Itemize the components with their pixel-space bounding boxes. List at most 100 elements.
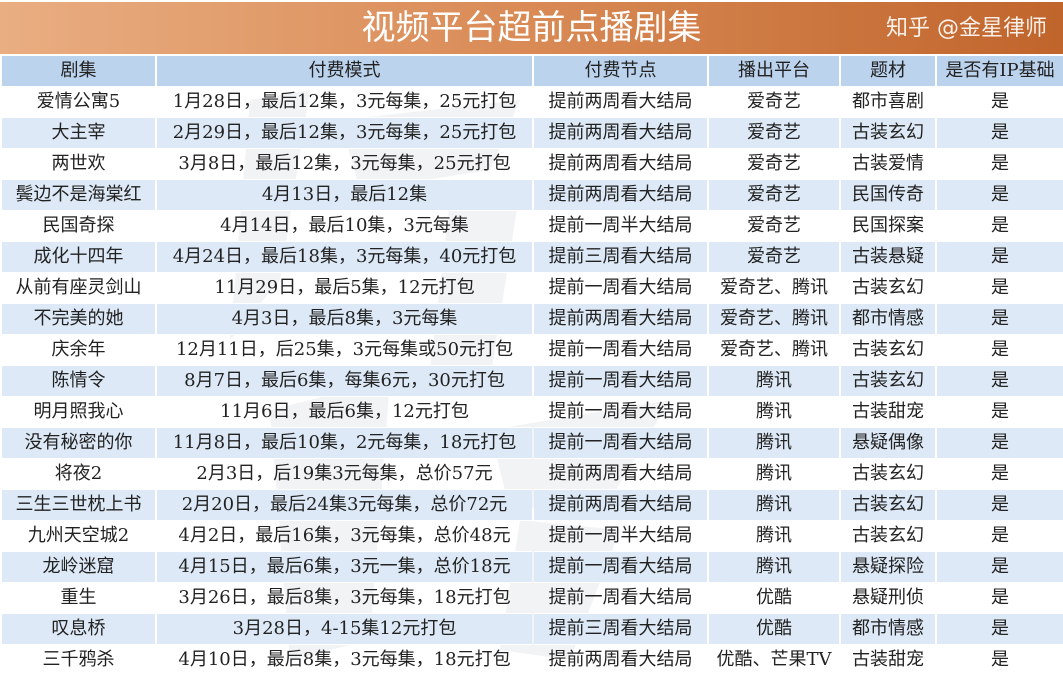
cell-genre: 古装玄幻	[841, 366, 935, 397]
cell-drama-name: 大主宰	[2, 118, 155, 149]
cell-genre: 民国传奇	[841, 180, 935, 211]
table-row: 爱情公寓5 1月28日，最后12集，3元每集，25元打包 提前两周看大结局 爱奇艺 都市…	[2, 87, 1063, 118]
cell-drama-name: 没有秘密的你	[2, 428, 155, 459]
cell-genre: 古装玄幻	[841, 521, 935, 552]
cell-genre: 都市情感	[841, 304, 935, 335]
cell-platform: 爱奇艺、腾讯	[709, 335, 839, 366]
cell-ip-basis: 是	[937, 211, 1063, 242]
cell-payment-mode: 4月24日，最后18集，3元每集，40元打包	[157, 242, 532, 273]
cell-platform: 腾讯	[709, 366, 839, 397]
cell-ip-basis: 是	[937, 397, 1063, 428]
table-row: 成化十四年 4月24日，最后18集，3元每集，40元打包 提前三周看大结局 爱奇艺 古装…	[2, 242, 1063, 273]
header-row: 剧集 付费模式 付费节点 播出平台 题材 是否有IP基础	[2, 56, 1063, 87]
cell-payment-mode: 11月29日，最后5集，12元打包	[157, 273, 532, 304]
cell-payment-node: 提前一周看大结局	[534, 428, 707, 459]
table-row: 民国奇探 4月14日，最后10集，3元每集 提前一周半大结局 爱奇艺 民国探案是	[2, 211, 1063, 242]
table-row: 明月照我心 11月6日，最后6集，12元打包 提前一周看大结局 腾讯 古装甜宠是	[2, 397, 1063, 428]
cell-payment-node: 提前两周看大结局	[534, 459, 707, 490]
cell-platform: 爱奇艺	[709, 211, 839, 242]
cell-genre: 古装玄幻	[841, 335, 935, 366]
cell-ip-basis: 是	[937, 366, 1063, 397]
cell-drama-name: 民国奇探	[2, 211, 155, 242]
cell-drama-name: 鬓边不是海棠红	[2, 180, 155, 211]
cell-ip-basis: 是	[937, 149, 1063, 180]
cell-ip-basis: 是	[937, 180, 1063, 211]
table-row: 将夜2 2月3日，后19集3元每集，总价57元 提前两周看大结局 腾讯 古装玄幻是	[2, 459, 1063, 490]
table-row: 没有秘密的你 11月8日，最后10集，2元每集，18元打包 提前一周看大结局 腾讯 悬疑…	[2, 428, 1063, 459]
cell-payment-mode: 2月29日，最后12集，3元每集，25元打包	[157, 118, 532, 149]
table-row: 九州天空城2 4月2日，最后16集，3元每集，总价48元 提前一周半大结局 腾讯 古装玄…	[2, 521, 1063, 552]
cell-drama-name: 龙岭迷窟	[2, 552, 155, 583]
cell-payment-mode: 4月14日，最后10集，3元每集	[157, 211, 532, 242]
cell-payment-mode: 2月3日，后19集3元每集，总价57元	[157, 459, 532, 490]
cell-drama-name: 三生三世枕上书	[2, 490, 155, 521]
cell-genre: 古装玄幻	[841, 490, 935, 521]
cell-platform: 爱奇艺	[709, 149, 839, 180]
table-row: 庆余年 12月11日，后25集，3元每集或50元打包 提前一周看大结局 爱奇艺、腾讯古…	[2, 335, 1063, 366]
column-header-genre: 题材	[841, 56, 935, 87]
cell-drama-name: 九州天空城2	[2, 521, 155, 552]
table-row: 从前有座灵剑山 11月29日，最后5集，12元打包 提前一周看大结局 爱奇艺、腾讯 古装…	[2, 273, 1063, 304]
cell-ip-basis: 是	[937, 459, 1063, 490]
cell-ip-basis: 是	[937, 335, 1063, 366]
cell-platform: 腾讯	[709, 552, 839, 583]
cell-payment-mode: 3月8日，最后12集，3元每集，25元打包	[157, 149, 532, 180]
table-row: 叹息桥 3月28日，4-15集12元打包 提前三周看大结局 优酷 都市情感是	[2, 614, 1063, 645]
cell-payment-node: 提前一周看大结局	[534, 552, 707, 583]
cell-payment-node: 提前三周看大结局	[534, 242, 707, 273]
cell-payment-node: 提前两周看大结局	[534, 87, 707, 118]
cell-platform: 爱奇艺	[709, 87, 839, 118]
cell-genre: 古装甜宠	[841, 397, 935, 428]
cell-payment-node: 提前一周看大结局	[534, 366, 707, 397]
table-row: 两世欢 3月8日，最后12集，3元每集，25元打包 提前两周看大结局 爱奇艺 古装爱情是	[2, 149, 1063, 180]
cell-payment-mode: 4月2日，最后16集，3元每集，总价48元	[157, 521, 532, 552]
cell-payment-mode: 8月7日，最后6集，每集6元，30元打包	[157, 366, 532, 397]
cell-drama-name: 将夜2	[2, 459, 155, 490]
cell-payment-mode: 4月3日，最后8集，3元每集	[157, 304, 532, 335]
cell-platform: 腾讯	[709, 428, 839, 459]
cell-ip-basis: 是	[937, 87, 1063, 118]
cell-genre: 悬疑探险	[841, 552, 935, 583]
zhihu-watermark: 知乎 @金星律师	[886, 16, 1047, 41]
cell-genre: 古装甜宠	[841, 645, 935, 676]
cell-ip-basis: 是	[937, 118, 1063, 149]
cell-genre: 古装玄幻	[841, 118, 935, 149]
cell-drama-name: 从前有座灵剑山	[2, 273, 155, 304]
table-title: 视频平台超前点播剧集	[0, 2, 1063, 54]
cell-drama-name: 重生	[2, 583, 155, 614]
cell-ip-basis: 是	[937, 521, 1063, 552]
cell-ip-basis: 是	[937, 583, 1063, 614]
cell-drama-name: 不完美的她	[2, 304, 155, 335]
table-row: 重生 3月26日，最后8集，3元每集，18元打包 提前一周看大结局 优酷 悬疑刑侦是	[2, 583, 1063, 614]
cell-drama-name: 陈情令	[2, 366, 155, 397]
cell-ip-basis: 是	[937, 645, 1063, 676]
column-header-ip-basis: 是否有IP基础	[937, 56, 1063, 87]
cell-payment-node: 提前一周半大结局	[534, 521, 707, 552]
cell-genre: 都市情感	[841, 614, 935, 645]
cell-drama-name: 庆余年	[2, 335, 155, 366]
table-row: 三千鸦杀 4月10日，最后8集，3元每集，18元打包 提前两周看大结局 优酷、芒果TV…	[2, 645, 1063, 676]
cell-platform: 优酷、芒果TV	[709, 645, 839, 676]
cell-ip-basis: 是	[937, 614, 1063, 645]
cell-payment-mode: 12月11日，后25集，3元每集或50元打包	[157, 335, 532, 366]
cell-payment-node: 提前两周看大结局	[534, 118, 707, 149]
cell-platform: 优酷	[709, 583, 839, 614]
column-header-payment-mode: 付费模式	[157, 56, 532, 87]
cell-payment-node: 提前两周看大结局	[534, 490, 707, 521]
cell-payment-node: 提前两周看大结局	[534, 149, 707, 180]
cell-ip-basis: 是	[937, 273, 1063, 304]
cell-payment-node: 提前一周半大结局	[534, 211, 707, 242]
cell-drama-name: 成化十四年	[2, 242, 155, 273]
cell-platform: 腾讯	[709, 397, 839, 428]
cell-payment-mode: 2月20日，最后24集3元每集，总价72元	[157, 490, 532, 521]
cell-payment-mode: 3月26日，最后8集，3元每集，18元打包	[157, 583, 532, 614]
cell-platform: 腾讯	[709, 521, 839, 552]
table-row: 不完美的她 4月3日，最后8集，3元每集 提前两周看大结局 爱奇艺、腾讯 都市情感是	[2, 304, 1063, 335]
cell-payment-node: 提前一周看大结局	[534, 397, 707, 428]
cell-genre: 古装玄幻	[841, 273, 935, 304]
cell-payment-node: 提前一周看大结局	[534, 335, 707, 366]
cell-platform: 爱奇艺、腾讯	[709, 273, 839, 304]
cell-platform: 爱奇艺	[709, 180, 839, 211]
cell-drama-name: 两世欢	[2, 149, 155, 180]
cell-ip-basis: 是	[937, 490, 1063, 521]
